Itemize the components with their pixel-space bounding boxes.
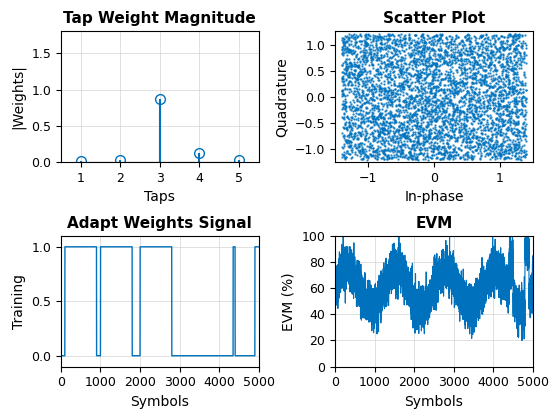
X-axis label: Taps: Taps [144, 190, 175, 205]
X-axis label: In-phase: In-phase [404, 190, 464, 205]
Y-axis label: Training: Training [12, 274, 26, 329]
Y-axis label: |Weights|: |Weights| [11, 64, 26, 129]
Y-axis label: EVM (%): EVM (%) [282, 272, 296, 331]
Title: Scatter Plot: Scatter Plot [383, 11, 485, 26]
Title: EVM: EVM [416, 215, 452, 231]
X-axis label: Symbols: Symbols [404, 395, 463, 409]
Title: Tap Weight Magnitude: Tap Weight Magnitude [63, 11, 256, 26]
Y-axis label: Quadrature: Quadrature [275, 57, 289, 136]
X-axis label: Symbols: Symbols [130, 395, 189, 409]
Title: Adapt Weights Signal: Adapt Weights Signal [68, 215, 252, 231]
